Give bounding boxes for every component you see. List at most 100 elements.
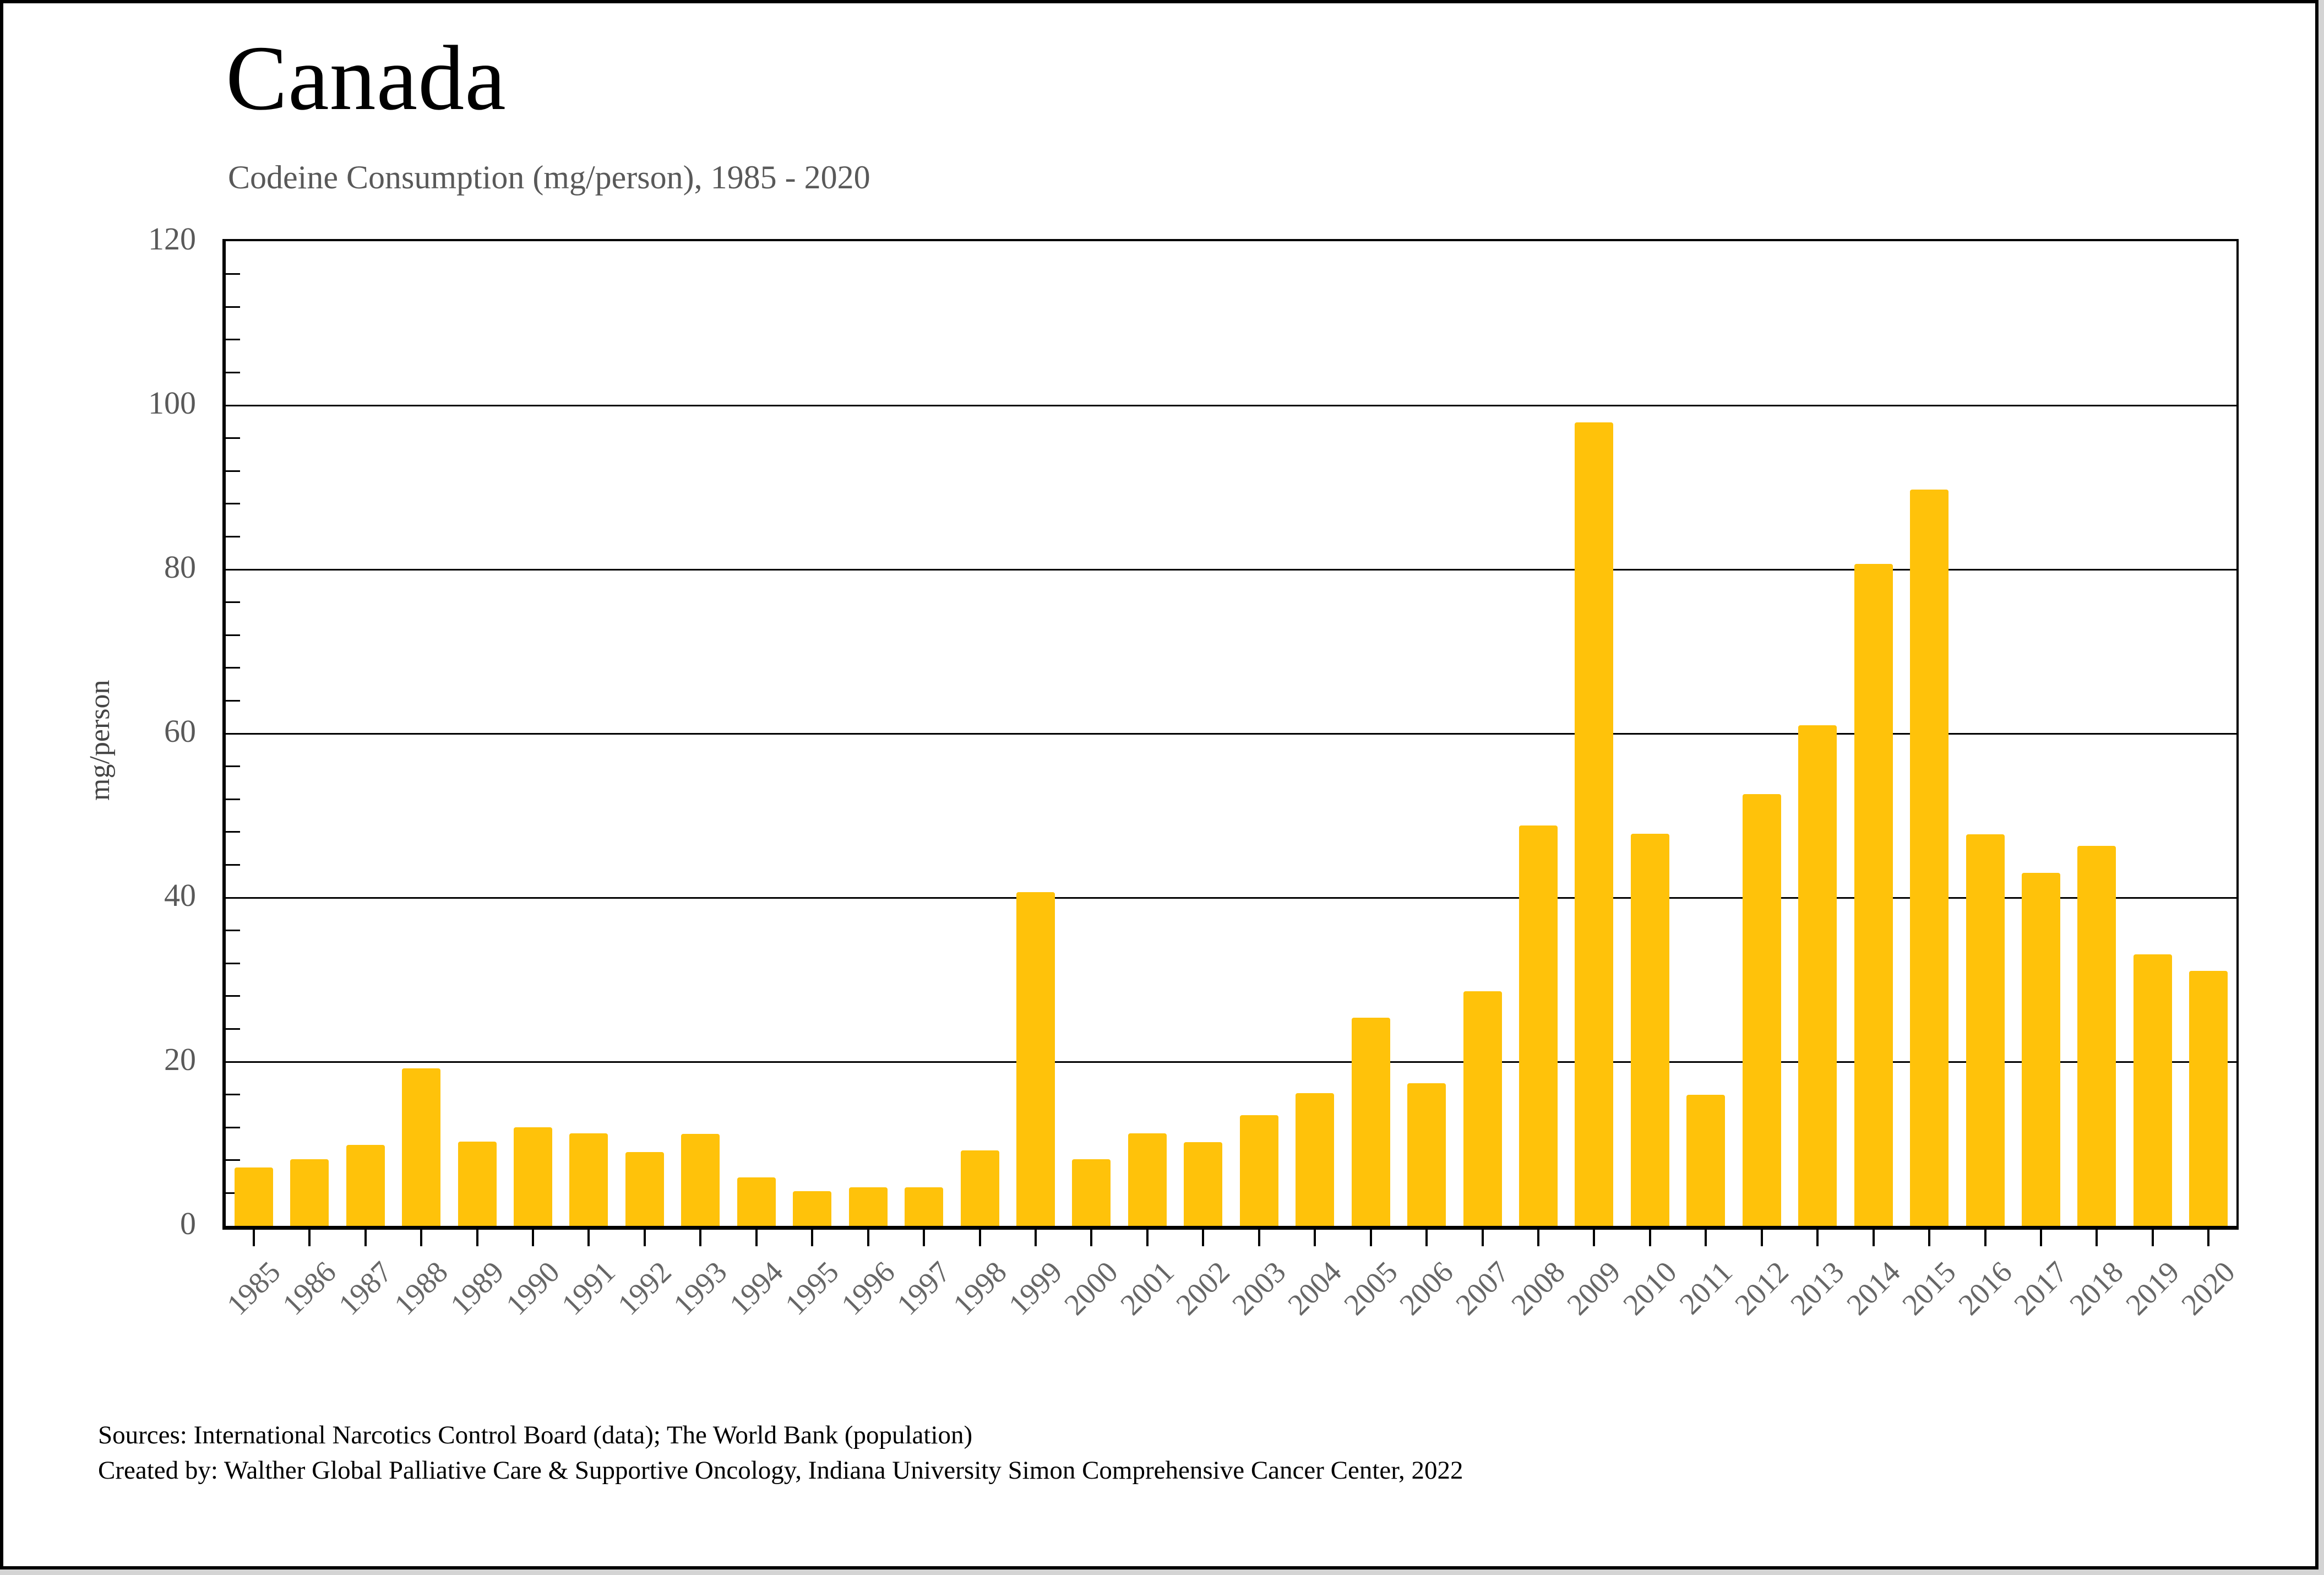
x-tick-2000 — [1090, 1230, 1093, 1246]
footer: Sources: International Narcotics Control… — [98, 1418, 1463, 1488]
bar-1998 — [960, 1150, 999, 1226]
x-tick-2010 — [1648, 1230, 1651, 1246]
bar-2019 — [2133, 954, 2172, 1226]
bar-2015 — [1910, 490, 1949, 1226]
y-minor-tick-52 — [226, 798, 240, 800]
y-minor-tick-32 — [226, 962, 240, 964]
x-tick-label-1986: 1986 — [276, 1254, 342, 1322]
y-minor-tick-56 — [226, 765, 240, 768]
x-tick-label-2017: 2017 — [2007, 1254, 2074, 1322]
gridline-100 — [226, 404, 2236, 406]
y-minor-tick-16 — [226, 1094, 240, 1096]
bar-1989 — [458, 1141, 497, 1226]
bar-1988 — [402, 1068, 441, 1226]
bar-1993 — [681, 1134, 720, 1226]
x-tick-label-2020: 2020 — [2175, 1254, 2242, 1322]
x-tick-label-1987: 1987 — [331, 1254, 399, 1322]
x-tick-2016 — [1984, 1230, 1986, 1246]
y-minor-tick-88 — [226, 503, 240, 505]
x-tick-1991 — [587, 1230, 590, 1246]
bar-1995 — [793, 1191, 832, 1226]
x-tick-1994 — [755, 1230, 758, 1246]
x-tick-label-2009: 2009 — [1560, 1254, 1628, 1322]
bar-1991 — [569, 1133, 608, 1226]
x-tick-label-1990: 1990 — [499, 1254, 566, 1322]
x-tick-2014 — [1872, 1230, 1875, 1246]
bar-2001 — [1128, 1133, 1167, 1226]
x-tick-2019 — [2151, 1230, 2154, 1246]
y-tick-label-40: 40 — [164, 877, 196, 913]
gridline-40 — [226, 897, 2236, 899]
x-tick-1998 — [978, 1230, 981, 1246]
x-tick-2003 — [1258, 1230, 1260, 1246]
x-tick-label-2010: 2010 — [1616, 1254, 1683, 1322]
x-tick-label-2002: 2002 — [1169, 1254, 1237, 1322]
x-tick-1992 — [643, 1230, 646, 1246]
bar-1992 — [625, 1152, 664, 1226]
bar-1987 — [346, 1144, 385, 1226]
y-minor-tick-104 — [226, 371, 240, 373]
x-tick-label-1992: 1992 — [611, 1254, 678, 1322]
x-tick-1993 — [699, 1230, 702, 1246]
x-tick-label-2008: 2008 — [1504, 1254, 1571, 1322]
bar-2004 — [1296, 1093, 1335, 1226]
bar-1999 — [1016, 892, 1055, 1226]
y-tick-label-20: 20 — [164, 1041, 196, 1077]
chart-title: Canada — [226, 27, 507, 129]
x-tick-label-1999: 1999 — [1002, 1254, 1069, 1322]
gridline-20 — [226, 1061, 2236, 1063]
x-tick-label-2003: 2003 — [1225, 1254, 1292, 1322]
y-tick-label-100: 100 — [148, 385, 196, 421]
x-tick-label-2006: 2006 — [1392, 1254, 1460, 1322]
bar-1996 — [848, 1187, 888, 1226]
x-tick-2001 — [1146, 1230, 1149, 1246]
y-minor-tick-84 — [226, 535, 240, 537]
bar-2003 — [1239, 1115, 1278, 1226]
bar-2002 — [1184, 1142, 1223, 1226]
x-tick-2009 — [1593, 1230, 1596, 1246]
bar-2005 — [1351, 1017, 1390, 1226]
x-tick-label-1988: 1988 — [387, 1254, 454, 1322]
y-tick-label-80: 80 — [164, 549, 196, 585]
source-note: Sources: International Narcotics Control… — [98, 1421, 973, 1449]
x-tick-label-2013: 2013 — [1784, 1254, 1851, 1322]
y-tick-label-60: 60 — [164, 713, 196, 749]
bar-1994 — [737, 1177, 776, 1226]
x-tick-2005 — [1369, 1230, 1372, 1246]
y-minor-tick-92 — [226, 470, 240, 472]
x-tick-2020 — [2207, 1230, 2210, 1246]
chart-subtitle: Codeine Consumption (mg/person), 1985 - … — [228, 159, 870, 195]
bar-2012 — [1742, 794, 1781, 1226]
y-minor-tick-4 — [226, 1192, 240, 1194]
y-minor-tick-112 — [226, 306, 240, 308]
bar-2007 — [1463, 991, 1502, 1226]
x-tick-1997 — [923, 1230, 926, 1246]
x-tick-1999 — [1034, 1230, 1037, 1246]
bar-1986 — [290, 1159, 329, 1226]
x-tick-2012 — [1760, 1230, 1763, 1246]
x-tick-label-1996: 1996 — [834, 1254, 901, 1322]
x-tick-label-2000: 2000 — [1058, 1254, 1125, 1322]
bar-2000 — [1072, 1159, 1111, 1226]
y-minor-tick-76 — [226, 601, 240, 604]
gridline-60 — [226, 732, 2236, 735]
x-tick-2004 — [1314, 1230, 1316, 1246]
bar-2014 — [1854, 563, 1893, 1226]
x-tick-label-2019: 2019 — [2119, 1254, 2186, 1322]
y-minor-tick-12 — [226, 1126, 240, 1128]
x-tick-label-2014: 2014 — [1839, 1254, 1907, 1322]
bar-2006 — [1407, 1083, 1446, 1226]
x-tick-label-2004: 2004 — [1281, 1254, 1348, 1322]
x-tick-2015 — [1928, 1230, 1931, 1246]
x-tick-label-2001: 2001 — [1113, 1254, 1180, 1322]
y-minor-tick-116 — [226, 273, 240, 275]
plot-area — [222, 239, 2239, 1246]
y-minor-tick-48 — [226, 831, 240, 833]
bar-2020 — [2189, 970, 2228, 1226]
x-tick-label-1998: 1998 — [946, 1254, 1013, 1322]
y-minor-tick-64 — [226, 699, 240, 702]
x-tick-label-1994: 1994 — [722, 1254, 790, 1322]
x-tick-2006 — [1425, 1230, 1428, 1246]
